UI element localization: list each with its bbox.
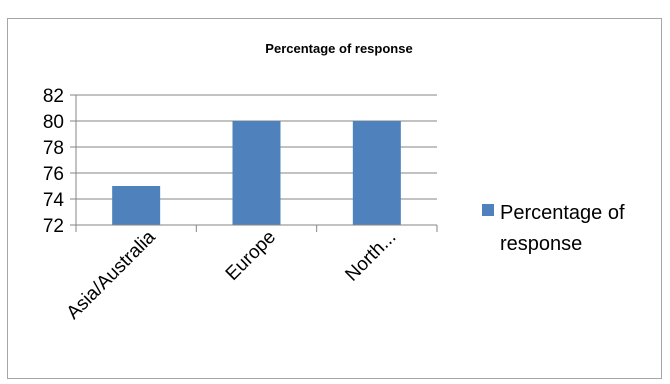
y-tick-labels: 72 74 76 78 80 82 bbox=[43, 86, 65, 237]
bar bbox=[352, 121, 401, 225]
y-tick-label: 80 bbox=[43, 112, 64, 133]
y-tick-label: 78 bbox=[43, 138, 64, 159]
y-tick-label: 76 bbox=[43, 164, 64, 185]
legend: Percentage of response bbox=[482, 202, 630, 255]
legend-label: Percentage of response bbox=[500, 202, 630, 255]
bar bbox=[112, 186, 161, 225]
bar bbox=[232, 121, 281, 225]
y-tick-label: 72 bbox=[43, 216, 64, 237]
y-tick-label: 82 bbox=[43, 86, 64, 107]
axes bbox=[70, 95, 438, 232]
legend-label-line-1: Percentage of bbox=[500, 202, 625, 224]
chart-title: Percentage of response bbox=[265, 41, 412, 56]
bars bbox=[112, 121, 401, 225]
legend-label-line-2: response bbox=[500, 233, 582, 255]
legend-swatch bbox=[482, 204, 494, 216]
y-tick-label: 74 bbox=[43, 190, 65, 211]
